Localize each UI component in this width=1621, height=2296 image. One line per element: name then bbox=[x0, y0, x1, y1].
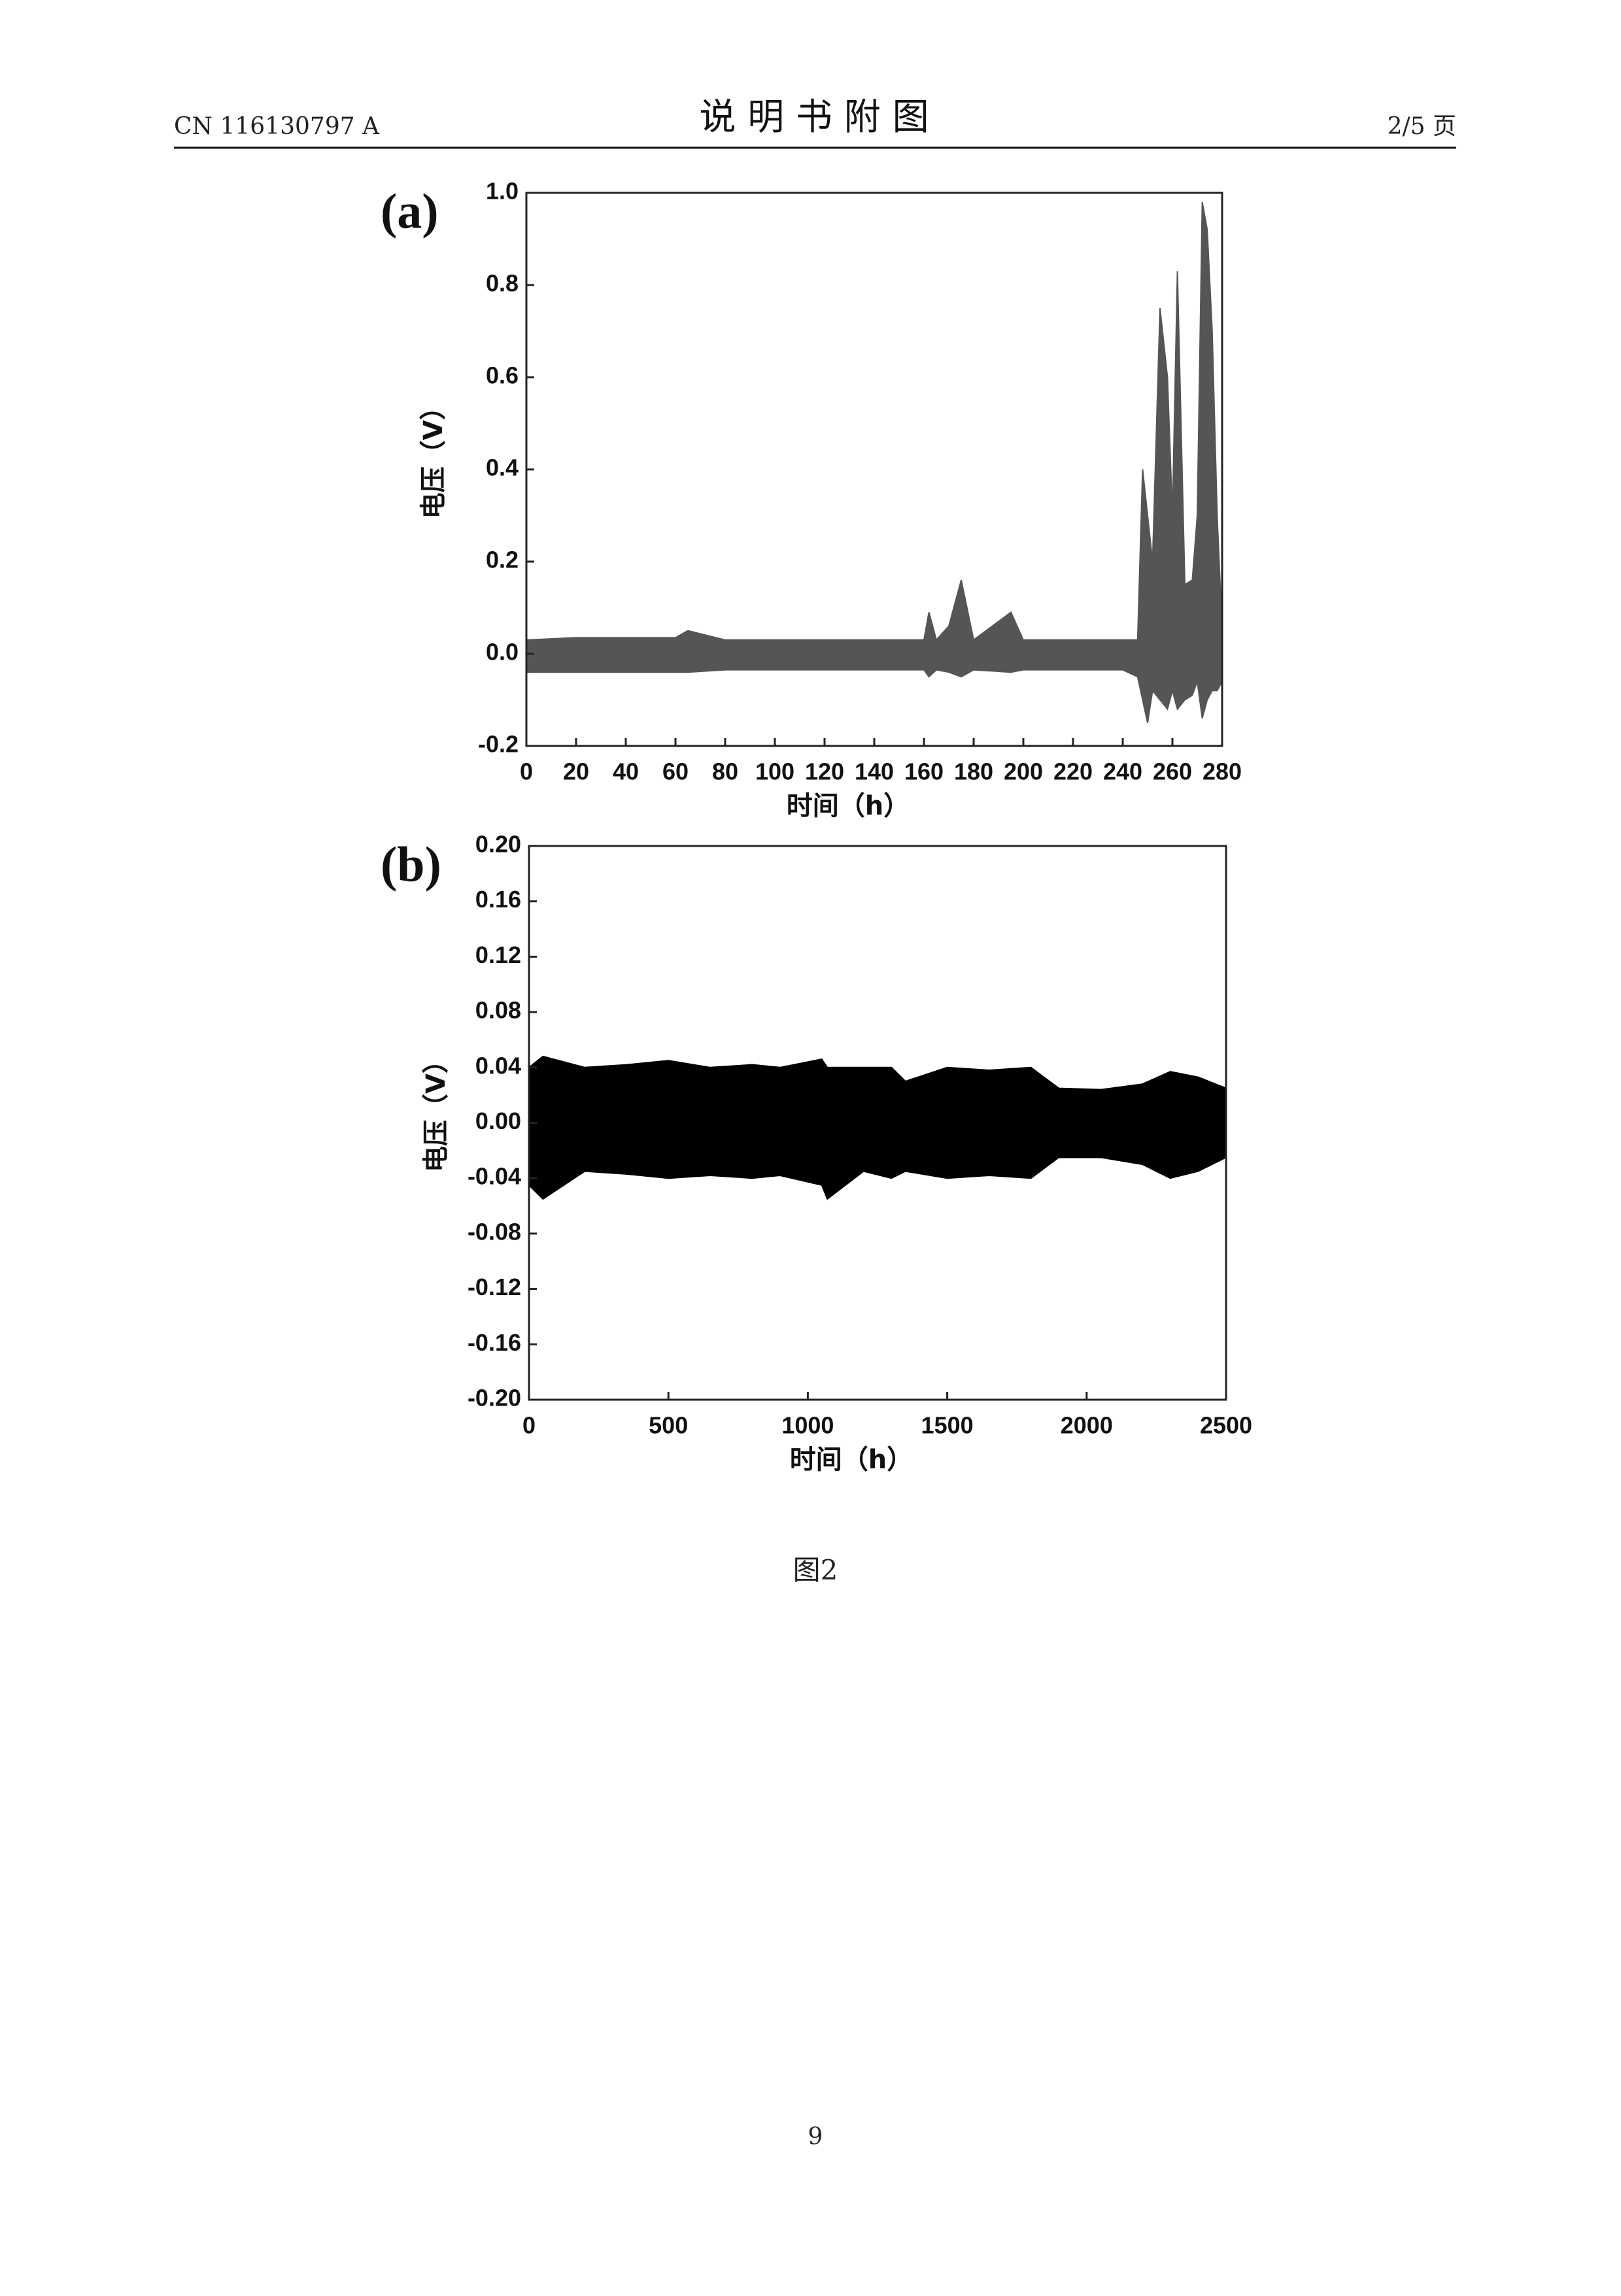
y-axis-label: 电压（V） bbox=[421, 1047, 451, 1172]
x-tick-label: 0 bbox=[520, 758, 533, 785]
x-tick-label: 2000 bbox=[1061, 1412, 1113, 1439]
x-tick-label: 280 bbox=[1203, 758, 1242, 785]
voltage-envelope bbox=[529, 1122, 1226, 1200]
y-tick-label: -0.20 bbox=[468, 1385, 521, 1411]
y-tick-label: 1.0 bbox=[486, 178, 519, 205]
panel-label: (b) bbox=[381, 837, 441, 892]
x-tick-label: 200 bbox=[1004, 758, 1043, 785]
x-tick-label: 220 bbox=[1053, 758, 1093, 785]
y-tick-label: 0.04 bbox=[475, 1052, 521, 1079]
x-tick-label: 60 bbox=[662, 758, 689, 785]
header-title: 说 明 书 附 图 bbox=[699, 96, 929, 139]
y-tick-label: 0.2 bbox=[486, 547, 519, 573]
x-tick-label: 140 bbox=[855, 758, 894, 785]
page-number: 9 bbox=[808, 2123, 823, 2150]
y-tick-label: -0.2 bbox=[478, 731, 519, 758]
y-tick-label: 0.4 bbox=[486, 454, 519, 481]
voltage-envelope bbox=[526, 653, 1222, 723]
y-tick-label: 0.8 bbox=[486, 270, 519, 297]
chart: -0.20 -0.16 -0.12 -0.08 -0.04 0.00 0.04 0.08 0.1… bbox=[381, 831, 1252, 1475]
y-tick-label: -0.04 bbox=[468, 1163, 521, 1190]
x-tick-label: 0 bbox=[522, 1412, 536, 1439]
x-axis-label: 时间（h） bbox=[790, 1445, 913, 1475]
figure-caption: 图2 bbox=[793, 1554, 838, 1586]
x-tick-label: 1500 bbox=[921, 1412, 974, 1439]
chart: -0.2 0.0 0.2 0.4 0.6 0.8 1.0 0 20 40 60 80 100 120 140… bbox=[381, 178, 1242, 821]
x-tick-label: 80 bbox=[712, 758, 738, 785]
x-tick-label: 20 bbox=[563, 758, 589, 785]
header-right: 2/5 页 bbox=[1388, 113, 1456, 140]
x-tick-label: 240 bbox=[1103, 758, 1142, 785]
panel-label: (a) bbox=[381, 184, 439, 239]
y-tick-label: -0.08 bbox=[468, 1218, 521, 1245]
x-tick-label: 500 bbox=[649, 1412, 688, 1439]
y-tick-label: 0.08 bbox=[475, 997, 521, 1024]
y-tick-label: -0.12 bbox=[468, 1274, 521, 1300]
x-tick-label: 120 bbox=[805, 758, 844, 785]
y-tick-label: 0.0 bbox=[486, 639, 519, 666]
voltage-envelope bbox=[529, 1055, 1226, 1124]
x-tick-label: 100 bbox=[755, 758, 794, 785]
x-tick-label: 1000 bbox=[781, 1412, 834, 1439]
x-tick-label: 2500 bbox=[1200, 1412, 1252, 1439]
y-tick-label: 0.20 bbox=[475, 831, 521, 858]
y-axis-label: 电压（V） bbox=[418, 394, 449, 519]
y-tick-label: 0.16 bbox=[475, 886, 521, 913]
x-axis-label: 时间（h） bbox=[787, 791, 910, 821]
y-tick-label: 0.12 bbox=[475, 941, 521, 968]
x-tick-label: 160 bbox=[904, 758, 944, 785]
x-tick-label: 180 bbox=[954, 758, 993, 785]
y-tick-label: 0.6 bbox=[486, 362, 519, 389]
x-tick-label: 40 bbox=[613, 758, 639, 785]
header-left: CN 116130797 A bbox=[174, 113, 380, 140]
y-tick-label: -0.16 bbox=[468, 1329, 521, 1356]
y-tick-label: 0.00 bbox=[475, 1107, 521, 1134]
x-tick-label: 260 bbox=[1153, 758, 1192, 785]
voltage-envelope bbox=[526, 201, 1222, 654]
